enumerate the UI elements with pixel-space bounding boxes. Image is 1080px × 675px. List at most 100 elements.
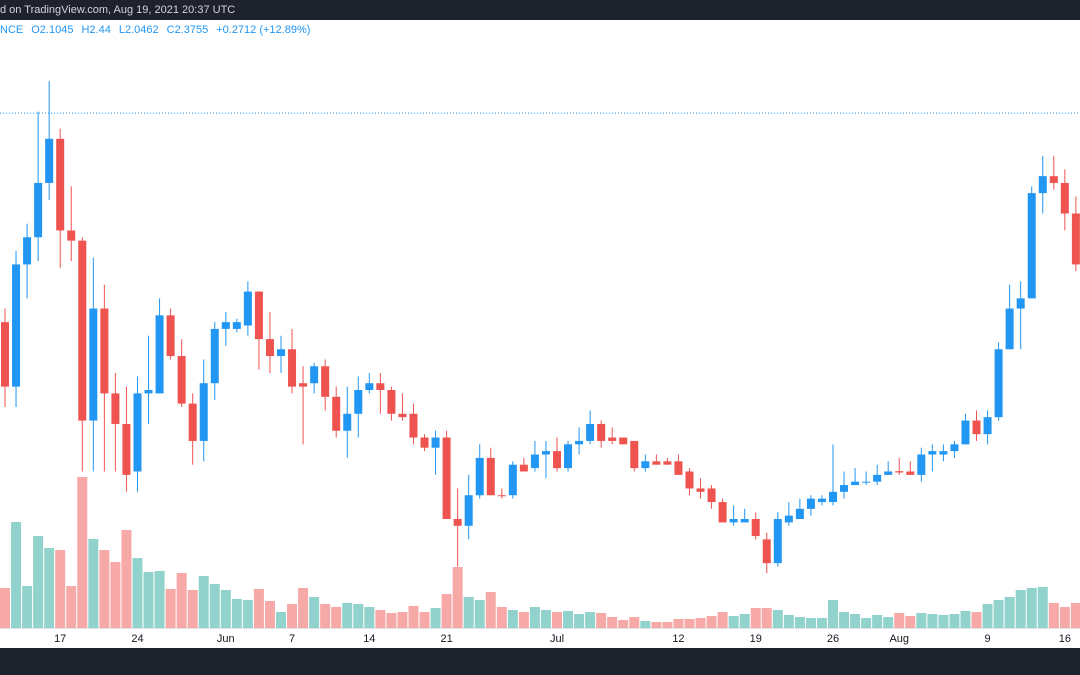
candle-body xyxy=(453,519,462,526)
candle-body xyxy=(817,498,826,503)
volume-bar xyxy=(176,573,187,628)
volume-bar xyxy=(518,612,529,628)
volume-bar xyxy=(1004,597,1015,628)
candle-body xyxy=(365,383,374,391)
candle-body xyxy=(663,461,672,465)
candle-body xyxy=(442,437,451,520)
candle-body xyxy=(508,464,517,496)
volume-bar xyxy=(872,615,883,628)
volume-bar xyxy=(1037,587,1048,628)
candle-body xyxy=(575,440,584,445)
volume-bar xyxy=(629,617,640,628)
candle-body xyxy=(310,366,319,384)
volume-bar xyxy=(1070,603,1080,628)
x-tick-label: 26 xyxy=(827,633,839,645)
candle-body xyxy=(751,519,760,536)
volume-bar xyxy=(640,621,651,628)
candle-body xyxy=(983,417,992,435)
candle-body xyxy=(994,349,1003,418)
candle-body xyxy=(321,366,330,397)
candle-body xyxy=(288,349,297,387)
legend-field-value: 2.44 xyxy=(89,24,111,36)
candle-body xyxy=(950,444,959,452)
candle-body xyxy=(762,539,771,564)
volume-bar xyxy=(386,613,397,628)
candle-body xyxy=(630,440,639,469)
candle-body xyxy=(420,437,429,448)
volume-bar xyxy=(673,619,684,628)
candle-body xyxy=(1038,176,1047,194)
candle-body xyxy=(122,423,131,475)
volume-bar xyxy=(618,620,629,628)
volume-bar xyxy=(861,618,872,628)
candle-body xyxy=(674,461,683,475)
volume-bar xyxy=(971,612,982,628)
candle-body xyxy=(928,451,937,455)
candle-body xyxy=(685,471,694,489)
x-tick-label: Aug xyxy=(889,633,909,645)
legend-field-value: 2.0462 xyxy=(124,24,159,36)
volume-bar xyxy=(331,607,342,628)
candle-body xyxy=(111,393,120,424)
candle-body xyxy=(1005,308,1014,350)
candle-body xyxy=(895,471,904,473)
price-layer xyxy=(0,81,1080,574)
volume-bar xyxy=(607,617,618,628)
volume-bar xyxy=(154,571,165,628)
volume-bar xyxy=(55,550,66,628)
volume-bar xyxy=(364,607,375,628)
volume-bar xyxy=(165,589,176,628)
volume-bar xyxy=(397,612,408,628)
volume-bar xyxy=(839,612,850,628)
candle-body xyxy=(773,519,782,564)
candle-body xyxy=(972,420,981,435)
candle-body xyxy=(586,423,595,441)
volume-bar xyxy=(298,588,309,628)
volume-layer xyxy=(0,477,1080,628)
x-tick-label: 24 xyxy=(131,633,143,645)
candle-body xyxy=(784,515,793,523)
volume-bar xyxy=(320,604,331,628)
candle-body xyxy=(45,138,54,183)
volume-bar xyxy=(728,616,739,628)
volume-bar xyxy=(1048,603,1059,628)
volume-bar xyxy=(772,610,783,628)
candle-body xyxy=(641,461,650,469)
volume-bar xyxy=(894,613,905,628)
volume-bar xyxy=(187,590,198,628)
candle-body xyxy=(89,308,98,421)
legend: NCE O2.1045 H2.44 L2.0462 C2.3755 +0.2712 (+1… xyxy=(0,24,310,36)
candle-body xyxy=(475,457,484,496)
volume-bar xyxy=(960,611,971,628)
volume-bar xyxy=(1026,588,1037,628)
volume-bar xyxy=(33,536,44,628)
candle-body xyxy=(1016,298,1025,309)
volume-bar xyxy=(276,612,286,628)
volume-bar xyxy=(982,604,993,628)
candle-body xyxy=(652,461,661,465)
volume-bar xyxy=(794,617,805,628)
candle-body xyxy=(707,488,716,503)
volume-bar xyxy=(209,584,220,628)
volume-bar xyxy=(430,608,441,628)
x-axis: 17 24 Jun 7 14 21 Jul 12 19 26 Aug 9 16 xyxy=(54,633,1071,645)
candle-body xyxy=(155,315,164,394)
volume-bar xyxy=(287,604,298,628)
candle-body xyxy=(961,420,970,445)
candle-body xyxy=(232,322,241,329)
candle-body xyxy=(795,508,804,520)
candle-body xyxy=(553,451,561,469)
volume-bar xyxy=(485,592,496,628)
volume-bar xyxy=(441,594,452,628)
candle-body xyxy=(133,393,142,472)
volume-bar xyxy=(99,550,110,628)
candle-body xyxy=(100,308,109,394)
volume-bar xyxy=(883,617,894,628)
legend-field-label: L xyxy=(118,24,125,36)
volume-bar xyxy=(0,588,10,628)
candle-body xyxy=(398,413,407,418)
x-tick-label: 14 xyxy=(363,633,375,645)
volume-bar xyxy=(353,604,364,628)
candle-body xyxy=(729,519,738,523)
